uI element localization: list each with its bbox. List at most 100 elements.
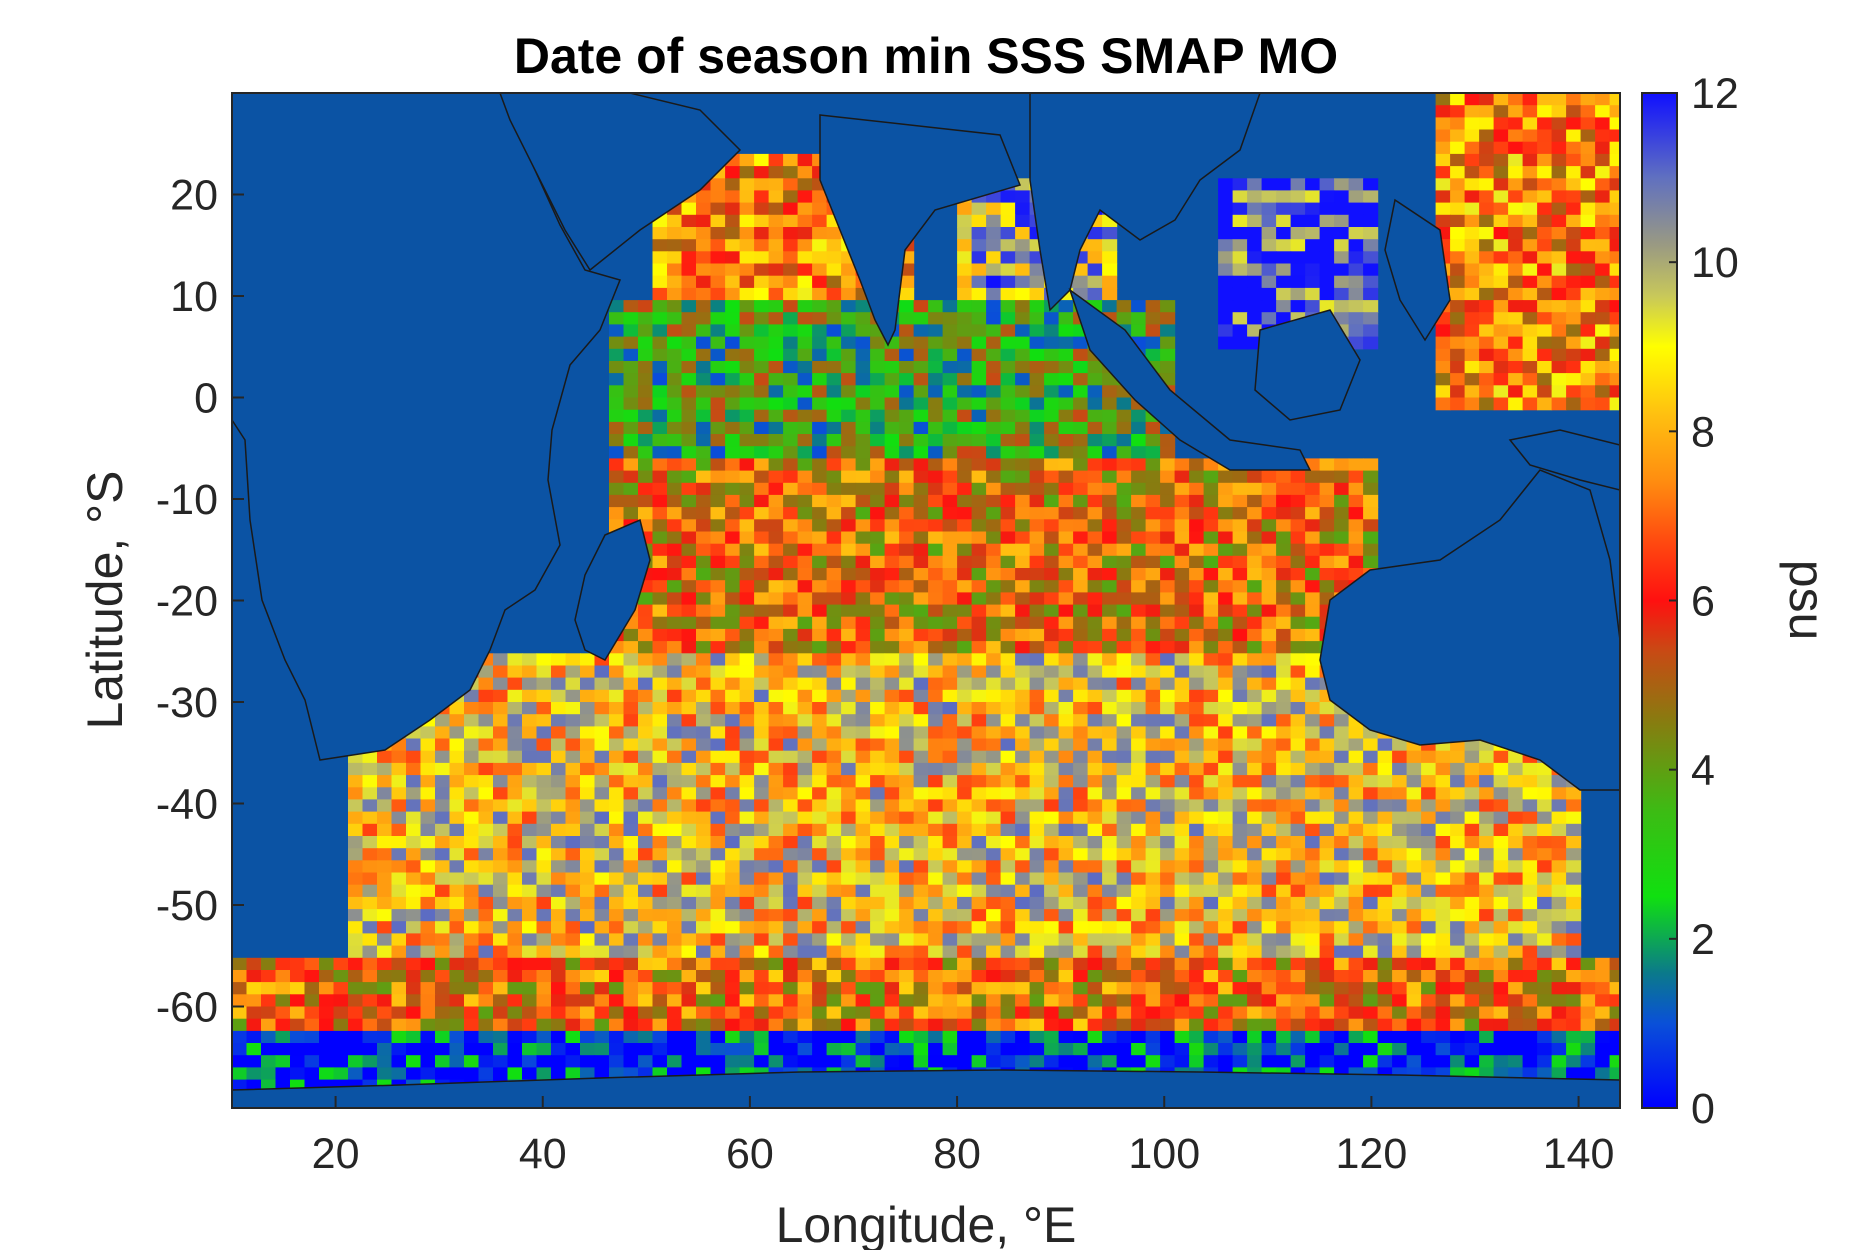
field-cell: [406, 750, 422, 764]
field-cell: [1450, 933, 1466, 947]
field-cell: [1102, 933, 1118, 947]
field-cell: [957, 494, 973, 508]
field-cell: [1464, 762, 1480, 776]
field-cell: [783, 227, 799, 240]
field-cell: [1334, 1030, 1350, 1044]
field-cell: [652, 726, 668, 740]
field-cell: [652, 555, 668, 569]
field-cell: [1044, 616, 1060, 630]
field-cell: [464, 836, 480, 849]
field-cell: [1464, 336, 1480, 350]
field-cell: [942, 568, 958, 581]
field-cell: [1464, 1030, 1480, 1044]
field-cell: [1479, 811, 1495, 825]
field-cell: [710, 263, 726, 277]
field-cell: [1073, 458, 1089, 472]
field-cell: [1174, 799, 1190, 813]
field-cell: [507, 957, 523, 971]
field-cell: [1102, 385, 1118, 399]
field-cell: [464, 1030, 480, 1044]
field-cell: [609, 665, 625, 679]
field-cell: [1595, 287, 1611, 301]
field-cell: [797, 251, 813, 265]
field-cell: [681, 214, 697, 228]
field-cell: [1580, 324, 1596, 338]
field-cell: [710, 178, 726, 192]
field-cell: [667, 921, 683, 934]
field-cell: [1464, 823, 1480, 837]
field-cell: [1450, 909, 1466, 922]
field-cell: [464, 689, 480, 703]
field-cell: [797, 385, 813, 399]
field-cell: [377, 762, 393, 776]
field-cell: [406, 860, 422, 874]
field-cell: [1493, 287, 1509, 301]
field-cell: [1522, 397, 1538, 411]
field-cell: [870, 397, 886, 411]
field-cell: [928, 300, 944, 313]
field-cell: [971, 227, 987, 240]
field-cell: [841, 738, 857, 752]
field-cell: [754, 275, 770, 289]
field-cell: [1450, 896, 1466, 910]
field-cell: [652, 227, 668, 240]
field-cell: [551, 957, 567, 971]
field-cell: [1363, 251, 1379, 265]
field-cell: [870, 726, 886, 740]
field-cell: [1522, 153, 1538, 167]
field-cell: [420, 994, 436, 1008]
field-cell: [725, 446, 741, 459]
field-cell: [957, 287, 973, 301]
field-cell: [870, 409, 886, 423]
field-cell: [768, 178, 784, 192]
field-cell: [551, 921, 567, 934]
field-cell: [1537, 312, 1553, 325]
field-cell: [1522, 896, 1538, 910]
field-cell: [1580, 275, 1596, 289]
field-cell: [420, 750, 436, 764]
field-cell: [696, 568, 712, 581]
field-cell: [812, 361, 828, 374]
field-cell: [536, 726, 552, 740]
field-cell: [957, 263, 973, 277]
field-cell: [870, 665, 886, 679]
field-cell: [1305, 677, 1321, 691]
field-cell: [1261, 970, 1277, 983]
field-cell: [348, 799, 364, 813]
field-cell: [913, 324, 929, 338]
field-cell: [1087, 896, 1103, 910]
field-cell: [623, 714, 639, 727]
field-cell: [1348, 945, 1364, 959]
field-cell: [1102, 470, 1118, 484]
field-cell: [377, 799, 393, 813]
field-cell: [1029, 933, 1045, 947]
field-cell: [870, 799, 886, 813]
field-cell: [1537, 896, 1553, 910]
field-cell: [1479, 982, 1495, 995]
field-cell: [449, 1030, 465, 1044]
field-cell: [855, 616, 871, 630]
field-cell: [957, 555, 973, 569]
field-cell: [826, 872, 842, 886]
field-cell: [377, 957, 393, 971]
field-cell: [1435, 166, 1451, 179]
field-cell: [1189, 726, 1205, 740]
field-cell: [1218, 507, 1234, 520]
field-cell: [971, 239, 987, 252]
field-cell: [1537, 300, 1553, 313]
field-cell: [1450, 1006, 1466, 1020]
field-cell: [812, 434, 828, 447]
field-cell: [1145, 568, 1161, 581]
field-cell: [899, 373, 915, 386]
field-cell: [1464, 982, 1480, 995]
field-cell: [1348, 555, 1364, 569]
field-cell: [1450, 762, 1466, 776]
field-cell: [464, 726, 480, 740]
field-cell: [913, 300, 929, 313]
field-cell: [725, 251, 741, 265]
field-cell: [913, 531, 929, 545]
field-cell: [739, 872, 755, 886]
field-cell: [580, 653, 596, 667]
field-cell: [1247, 555, 1263, 569]
field-cell: [942, 434, 958, 447]
